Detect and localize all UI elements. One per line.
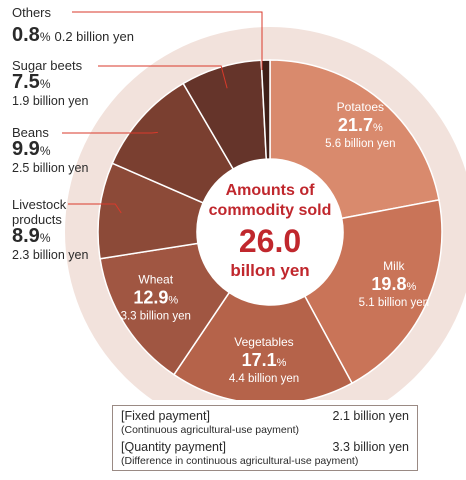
- slice-vegetables: [172, 291, 354, 400]
- slice-percent-potatoes: 21.7%: [338, 115, 383, 135]
- center-unit: billon yen: [230, 261, 309, 280]
- donut-chart: Amounts of commodity sold 26.0 billon ye…: [12, 5, 466, 400]
- fixed-payment-row: [Fixed payment] 2.1 billion yen: [121, 409, 409, 424]
- slice-label-milk: Milk: [383, 259, 405, 273]
- outside-label-beans: Beans: [12, 125, 49, 140]
- outside-percent-livestock-products: 8.9%: [12, 225, 51, 247]
- slice-percent-milk: 19.8%: [371, 274, 416, 294]
- slice-label-vegetables: Vegetables: [234, 335, 293, 349]
- slices-group: [97, 59, 443, 400]
- leader-line-others: [72, 11, 263, 71]
- slice-percent-wheat: 12.9%: [133, 288, 178, 308]
- slice-amount-vegetables: 4.4 billion yen: [229, 373, 299, 385]
- outside-amount-beans: 2.5 billion yen: [12, 161, 88, 175]
- leader-lines-group: [62, 11, 263, 214]
- leader-line-sugar-beets: [98, 65, 228, 89]
- slice-amount-wheat: 3.3 billion yen: [121, 311, 191, 323]
- percent-sign: %: [40, 144, 51, 158]
- percent-sign: %: [40, 30, 51, 44]
- center-label-line2: commodity sold: [209, 202, 332, 219]
- leader-line-beans: [62, 131, 158, 134]
- center-label-line1: Amounts of: [226, 182, 316, 199]
- leader-line-livestock-products: [68, 203, 122, 214]
- percent-sign: %: [40, 231, 51, 245]
- outside-amount-others: 0.2 billion yen: [54, 29, 134, 44]
- percent-sign: %: [40, 77, 51, 91]
- slice-amount-potatoes: 5.6 billion yen: [325, 138, 395, 150]
- percent-sign: %: [373, 122, 383, 134]
- slice-percent-vegetables: 17.1%: [242, 350, 287, 370]
- quantity-payment-label: [Quantity payment]: [121, 440, 226, 454]
- outside-label-livestock-products-1: Livestock: [12, 197, 67, 212]
- slice-amount-milk: 5.1 billion yen: [359, 297, 429, 309]
- slice-label-potatoes: Potatoes: [337, 100, 384, 114]
- quantity-payment-value: 3.3 billion yen: [332, 440, 409, 454]
- outside-label-sugar-beets: Sugar beets: [12, 58, 83, 73]
- quantity-payment-row: [Quantity payment] 3.3 billion yen: [121, 440, 409, 455]
- payment-breakdown-box: [Fixed payment] 2.1 billion yen (Continu…: [112, 405, 418, 471]
- outside-amount-livestock-products: 2.3 billion yen: [12, 248, 88, 262]
- fixed-payment-value: 2.1 billion yen: [332, 409, 409, 423]
- percent-sign: %: [277, 357, 287, 369]
- outside-percent-sugar-beets: 7.5%: [12, 71, 51, 93]
- outside-amount-sugar-beets: 1.9 billion yen: [12, 94, 88, 108]
- outside-percent-beans: 9.9%: [12, 138, 51, 160]
- center-hole: [197, 159, 343, 305]
- percent-sign: %: [406, 281, 416, 293]
- outside-percent-others: 0.8% 0.2 billion yen: [12, 24, 134, 46]
- outside-label-livestock-products-2: products: [12, 212, 62, 227]
- fixed-payment-label: [Fixed payment]: [121, 409, 210, 423]
- quantity-payment-sub: (Difference in continuous agricultural-u…: [121, 455, 359, 467]
- fixed-payment-sub: (Continuous agricultural-use payment): [121, 424, 300, 436]
- percent-sign: %: [168, 295, 178, 307]
- center-total: 26.0: [239, 223, 301, 259]
- slice-label-wheat: Wheat: [138, 273, 173, 287]
- outside-label-others: Others: [12, 5, 52, 20]
